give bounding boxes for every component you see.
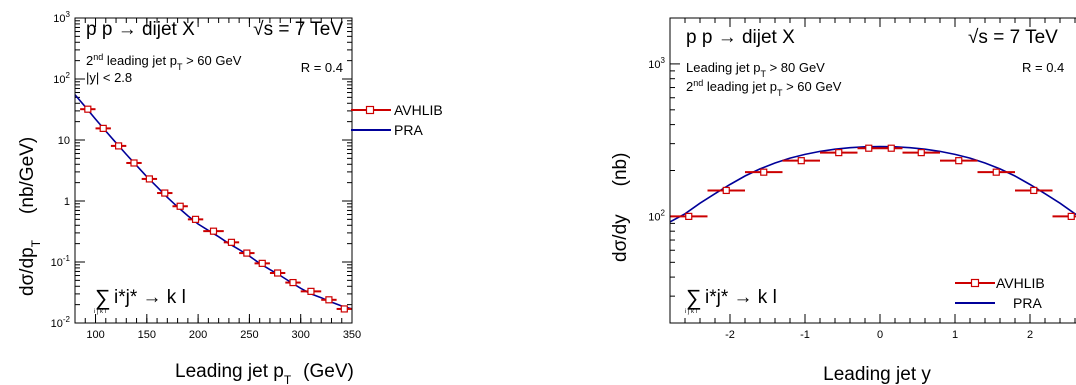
legend-avhlib-label: AVHLIB: [394, 102, 443, 118]
cut-line-1: Leading jet pT > 80 GeV: [686, 60, 825, 79]
x-axis-ticks: 100 150 200 250 300 350: [74, 18, 361, 341]
avhlib-point: [887, 144, 895, 152]
avhlib-point: [340, 305, 348, 313]
x-tick-label: 0: [877, 329, 883, 341]
avhlib-point: [917, 149, 925, 157]
plot-frame: [669, 17, 1076, 324]
avhlib-point: [289, 278, 297, 287]
avhlib-point: [161, 189, 169, 197]
avhlib-point: [227, 238, 236, 246]
pra-curve: [670, 145, 1076, 223]
avhlib-point: [145, 175, 153, 183]
x-tick-label: 250: [240, 329, 258, 341]
x-axis-title: Leading jet y: [823, 364, 931, 385]
x-tick-label: 300: [292, 329, 310, 341]
avhlib-point: [191, 215, 200, 223]
cut-line-2: |y| < 2.8: [86, 70, 132, 85]
legend-pra-label: PRA: [1013, 295, 1042, 311]
radius-label: R = 0.4: [1022, 60, 1064, 75]
x-tick-label: 2: [1027, 329, 1033, 341]
avhlib-point: [209, 227, 218, 235]
avhlib-point: [115, 142, 123, 150]
legend-avhlib-label: AVHLIB: [996, 275, 1045, 291]
subprocess-indices: i j k l: [685, 309, 697, 315]
y-tick-label: 103: [648, 56, 665, 71]
x-tick-label: 200: [189, 329, 207, 341]
x-tick-label: -2: [725, 329, 735, 341]
avhlib-point: [722, 186, 730, 195]
legend: AVHLIB PRA: [351, 102, 443, 138]
avhlib-point: [99, 124, 107, 132]
data-series: [670, 144, 1076, 223]
avhlib-point: [685, 212, 693, 221]
subprocess-sum: ∑: [95, 285, 111, 310]
y-axis-title: dσ/dy(nb): [610, 153, 631, 262]
subprocess-indices: i j k l: [94, 309, 106, 315]
subprocess-label: i*j* → k l: [705, 287, 777, 308]
x-tick-label: 1: [952, 329, 958, 341]
energy-label: √s = 7 TeV: [253, 19, 343, 40]
x-tick-label: 350: [343, 329, 361, 341]
pt-spectrum-chart: 10-2 10-1 1 10 102 103 100 150 200 250 300 350 p p…: [17, 10, 443, 385]
x-axis-title: Leading jet pT (GeV): [175, 361, 354, 385]
x-tick-label: 100: [86, 329, 104, 341]
y-axis-ticks: 10-2 10-1 1 10 102 103: [51, 10, 352, 330]
legend: AVHLIB PRA: [955, 275, 1045, 311]
avhlib-point: [760, 168, 768, 176]
avhlib-point: [130, 159, 138, 167]
cut-line-2: 2nd leading jet pT > 60 GeV: [686, 78, 842, 98]
x-tick-label: -1: [800, 329, 810, 341]
avhlib-point: [243, 249, 251, 257]
subprocess-label: i*j* → k l: [114, 287, 186, 308]
y-tick-label: 102: [648, 208, 665, 223]
data-series: [75, 94, 352, 313]
avhlib-point: [955, 157, 963, 165]
cut-line-1: 2nd leading jet pT > 60 GeV: [86, 52, 242, 72]
avhlib-point: [258, 259, 266, 267]
energy-label: √s = 7 TeV: [968, 27, 1058, 48]
radius-label: R = 0.4: [301, 60, 343, 75]
avhlib-point: [1030, 186, 1038, 195]
avhlib-point: [274, 269, 282, 277]
avhlib-point: [84, 105, 92, 113]
avhlib-point: [325, 296, 333, 304]
process-label: p p → dijet X: [686, 27, 795, 48]
pra-curve: [75, 94, 352, 310]
y-axis-ticks: 102 103: [648, 17, 680, 324]
x-axis-ticks: -2 -1 0 1 2: [669, 18, 1076, 341]
avhlib-point: [307, 287, 315, 295]
y-tick-label: 10-2: [51, 315, 71, 330]
avhlib-point: [835, 149, 843, 157]
avhlib-point: [176, 202, 184, 210]
y-axis-title: dσ/dpT(nb/GeV): [17, 137, 43, 296]
y-tick-label: 103: [53, 10, 70, 25]
legend-pra-label: PRA: [394, 122, 423, 138]
y-tick-label: 10-1: [51, 254, 71, 269]
avhlib-point: [797, 157, 805, 165]
avhlib-point: [865, 144, 873, 152]
process-label: p p → dijet X: [86, 19, 195, 40]
avhlib-point: [992, 168, 1000, 176]
x-tick-label: 150: [138, 329, 156, 341]
plot-frame: [74, 17, 353, 324]
y-tick-label: 1: [64, 196, 70, 208]
y-tick-label: 10: [58, 135, 70, 147]
legend-avhlib-marker: [365, 105, 375, 115]
legend-avhlib-marker: [970, 278, 980, 288]
avhlib-point: [1067, 212, 1075, 221]
subprocess-sum: ∑: [686, 285, 702, 310]
y-tick-label: 102: [53, 71, 70, 86]
